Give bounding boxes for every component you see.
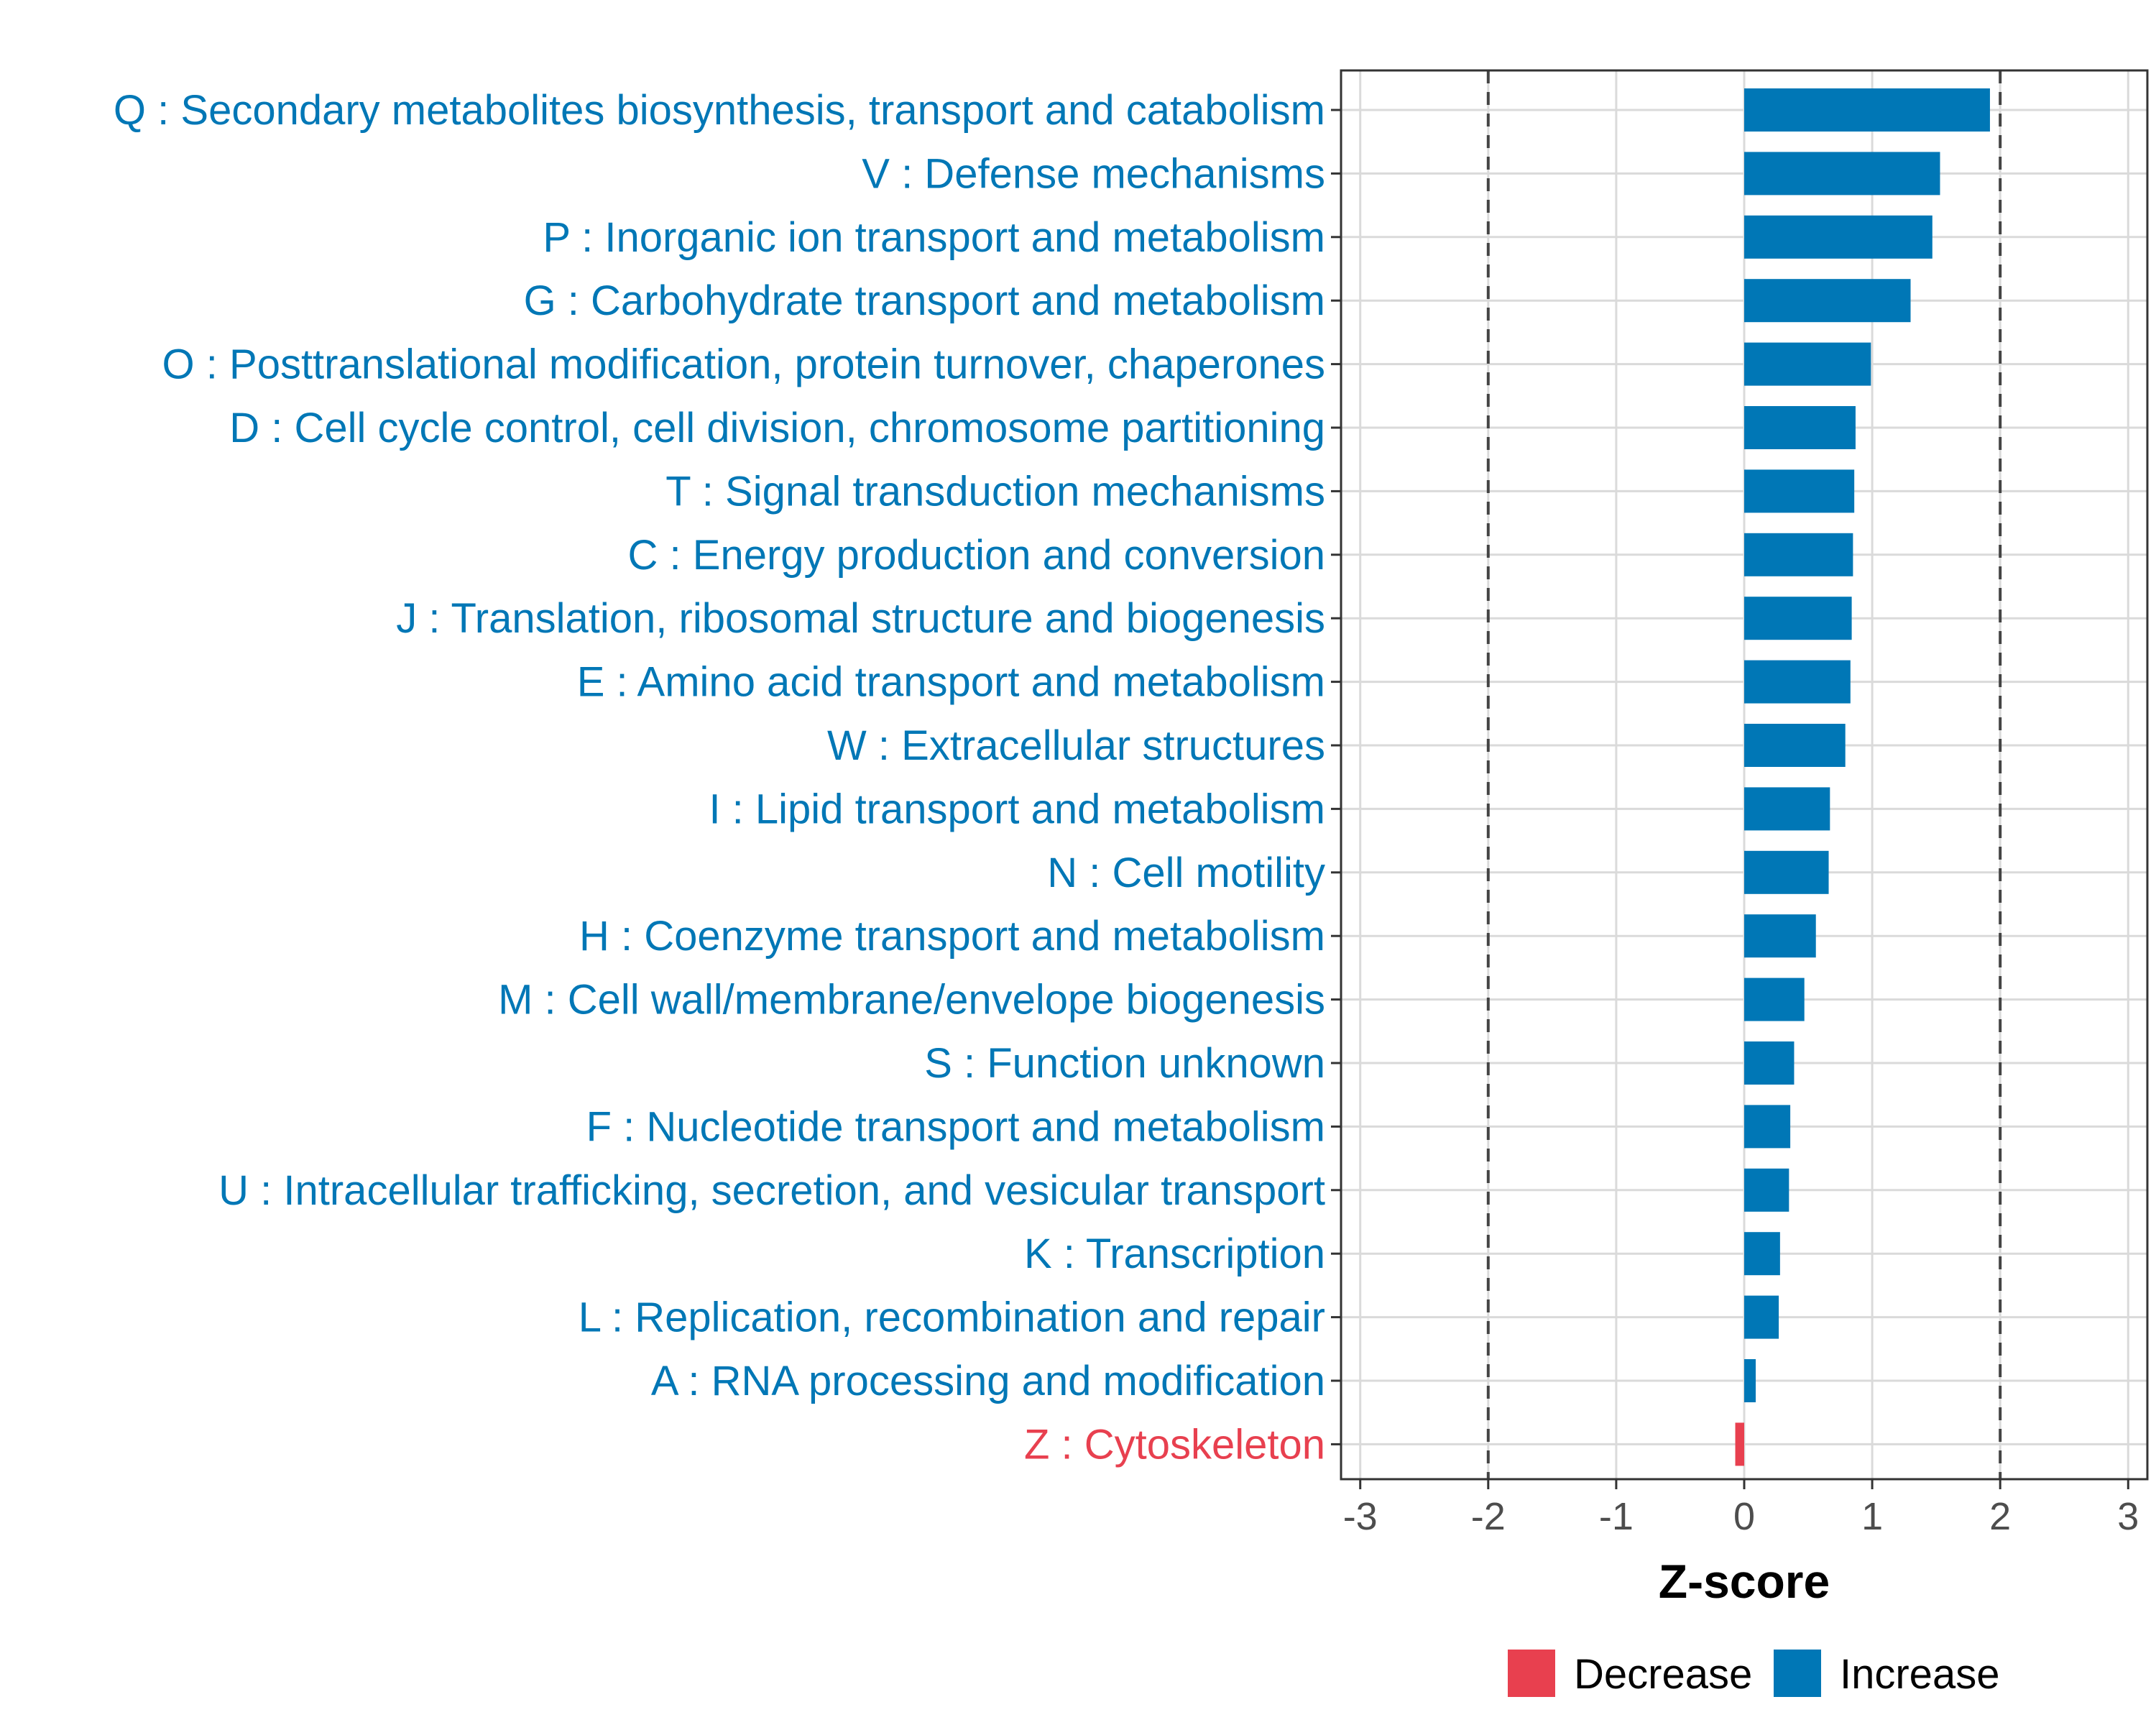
bar — [1735, 1422, 1744, 1466]
category-label: H : Coenzyme transport and metabolism — [579, 913, 1325, 960]
bar — [1744, 978, 1805, 1021]
bar — [1744, 152, 1940, 196]
category-label: L : Replication, recombination and repai… — [579, 1294, 1325, 1341]
bar — [1744, 342, 1871, 386]
category-label: M : Cell wall/membrane/envelope biogenes… — [498, 977, 1325, 1024]
x-tick-label: -3 — [1343, 1495, 1378, 1538]
category-label: E : Amino acid transport and metabolism — [577, 659, 1325, 706]
category-label: U : Intracellular trafficking, secretion… — [218, 1167, 1325, 1214]
bar — [1744, 1359, 1756, 1402]
category-label: G : Carbohydrate transport and metabolis… — [524, 277, 1325, 324]
bar — [1744, 597, 1852, 640]
category-label: S : Function unknown — [924, 1040, 1325, 1087]
category-label: C : Energy production and conversion — [628, 532, 1325, 579]
bars — [1735, 88, 1990, 1466]
category-label: P : Inorganic ion transport and metaboli… — [543, 214, 1325, 261]
category-label: W : Extracellular structures — [827, 722, 1325, 769]
bar — [1744, 1295, 1779, 1339]
x-tick-label: 0 — [1733, 1495, 1755, 1538]
legend-label: Decrease — [1574, 1651, 1752, 1698]
x-tick-label: 2 — [1989, 1495, 2011, 1538]
x-tick-label: -1 — [1599, 1495, 1634, 1538]
bar — [1744, 1105, 1791, 1149]
category-label: V : Defense mechanisms — [862, 150, 1325, 197]
x-tick-label: 1 — [1861, 1495, 1883, 1538]
category-label: I : Lipid transport and metabolism — [709, 786, 1325, 832]
threshold-lines — [1486, 70, 2002, 1479]
bar — [1744, 88, 1990, 132]
legend-swatch — [1508, 1650, 1555, 1697]
legend-label: Increase — [1840, 1651, 1999, 1698]
bar — [1744, 660, 1851, 704]
bar — [1744, 215, 1932, 259]
bar — [1744, 279, 1911, 323]
bar — [1744, 1168, 1789, 1212]
bar — [1744, 533, 1853, 576]
x-axis-ticks: -3 -2 -1 0 1 2 3 — [1343, 1479, 2139, 1538]
x-tick-label: 3 — [2117, 1495, 2139, 1538]
bar — [1744, 469, 1855, 513]
bar — [1744, 787, 1830, 831]
x-tick-label: -2 — [1471, 1495, 1506, 1538]
y-axis-ticks: Q : Secondary metabolites biosynthesis, … — [114, 87, 1341, 1468]
bar — [1744, 1232, 1780, 1276]
category-label: D : Cell cycle control, cell division, c… — [229, 405, 1325, 451]
category-label: T : Signal transduction mechanisms — [665, 468, 1325, 515]
legend: Decrease Increase — [1508, 1650, 1999, 1698]
legend-swatch — [1774, 1650, 1821, 1697]
category-label: Z : Cytoskeleton — [1024, 1421, 1325, 1468]
x-axis-title: Z-score — [1659, 1555, 1830, 1608]
bar — [1744, 1041, 1795, 1085]
category-label: Q : Secondary metabolites biosynthesis, … — [114, 87, 1325, 134]
category-label: N : Cell motility — [1047, 850, 1325, 896]
category-label: A : RNA processing and modification — [651, 1358, 1325, 1404]
category-label: K : Transcription — [1024, 1230, 1325, 1277]
bar — [1744, 914, 1816, 958]
bar — [1744, 406, 1856, 449]
category-label: F : Nucleotide transport and metabolism — [586, 1103, 1325, 1150]
bar — [1744, 724, 1846, 767]
bar — [1744, 850, 1829, 894]
category-label: O : Posttranslational modification, prot… — [162, 341, 1325, 388]
category-label: J : Translation, ribosomal structure and… — [396, 595, 1325, 642]
